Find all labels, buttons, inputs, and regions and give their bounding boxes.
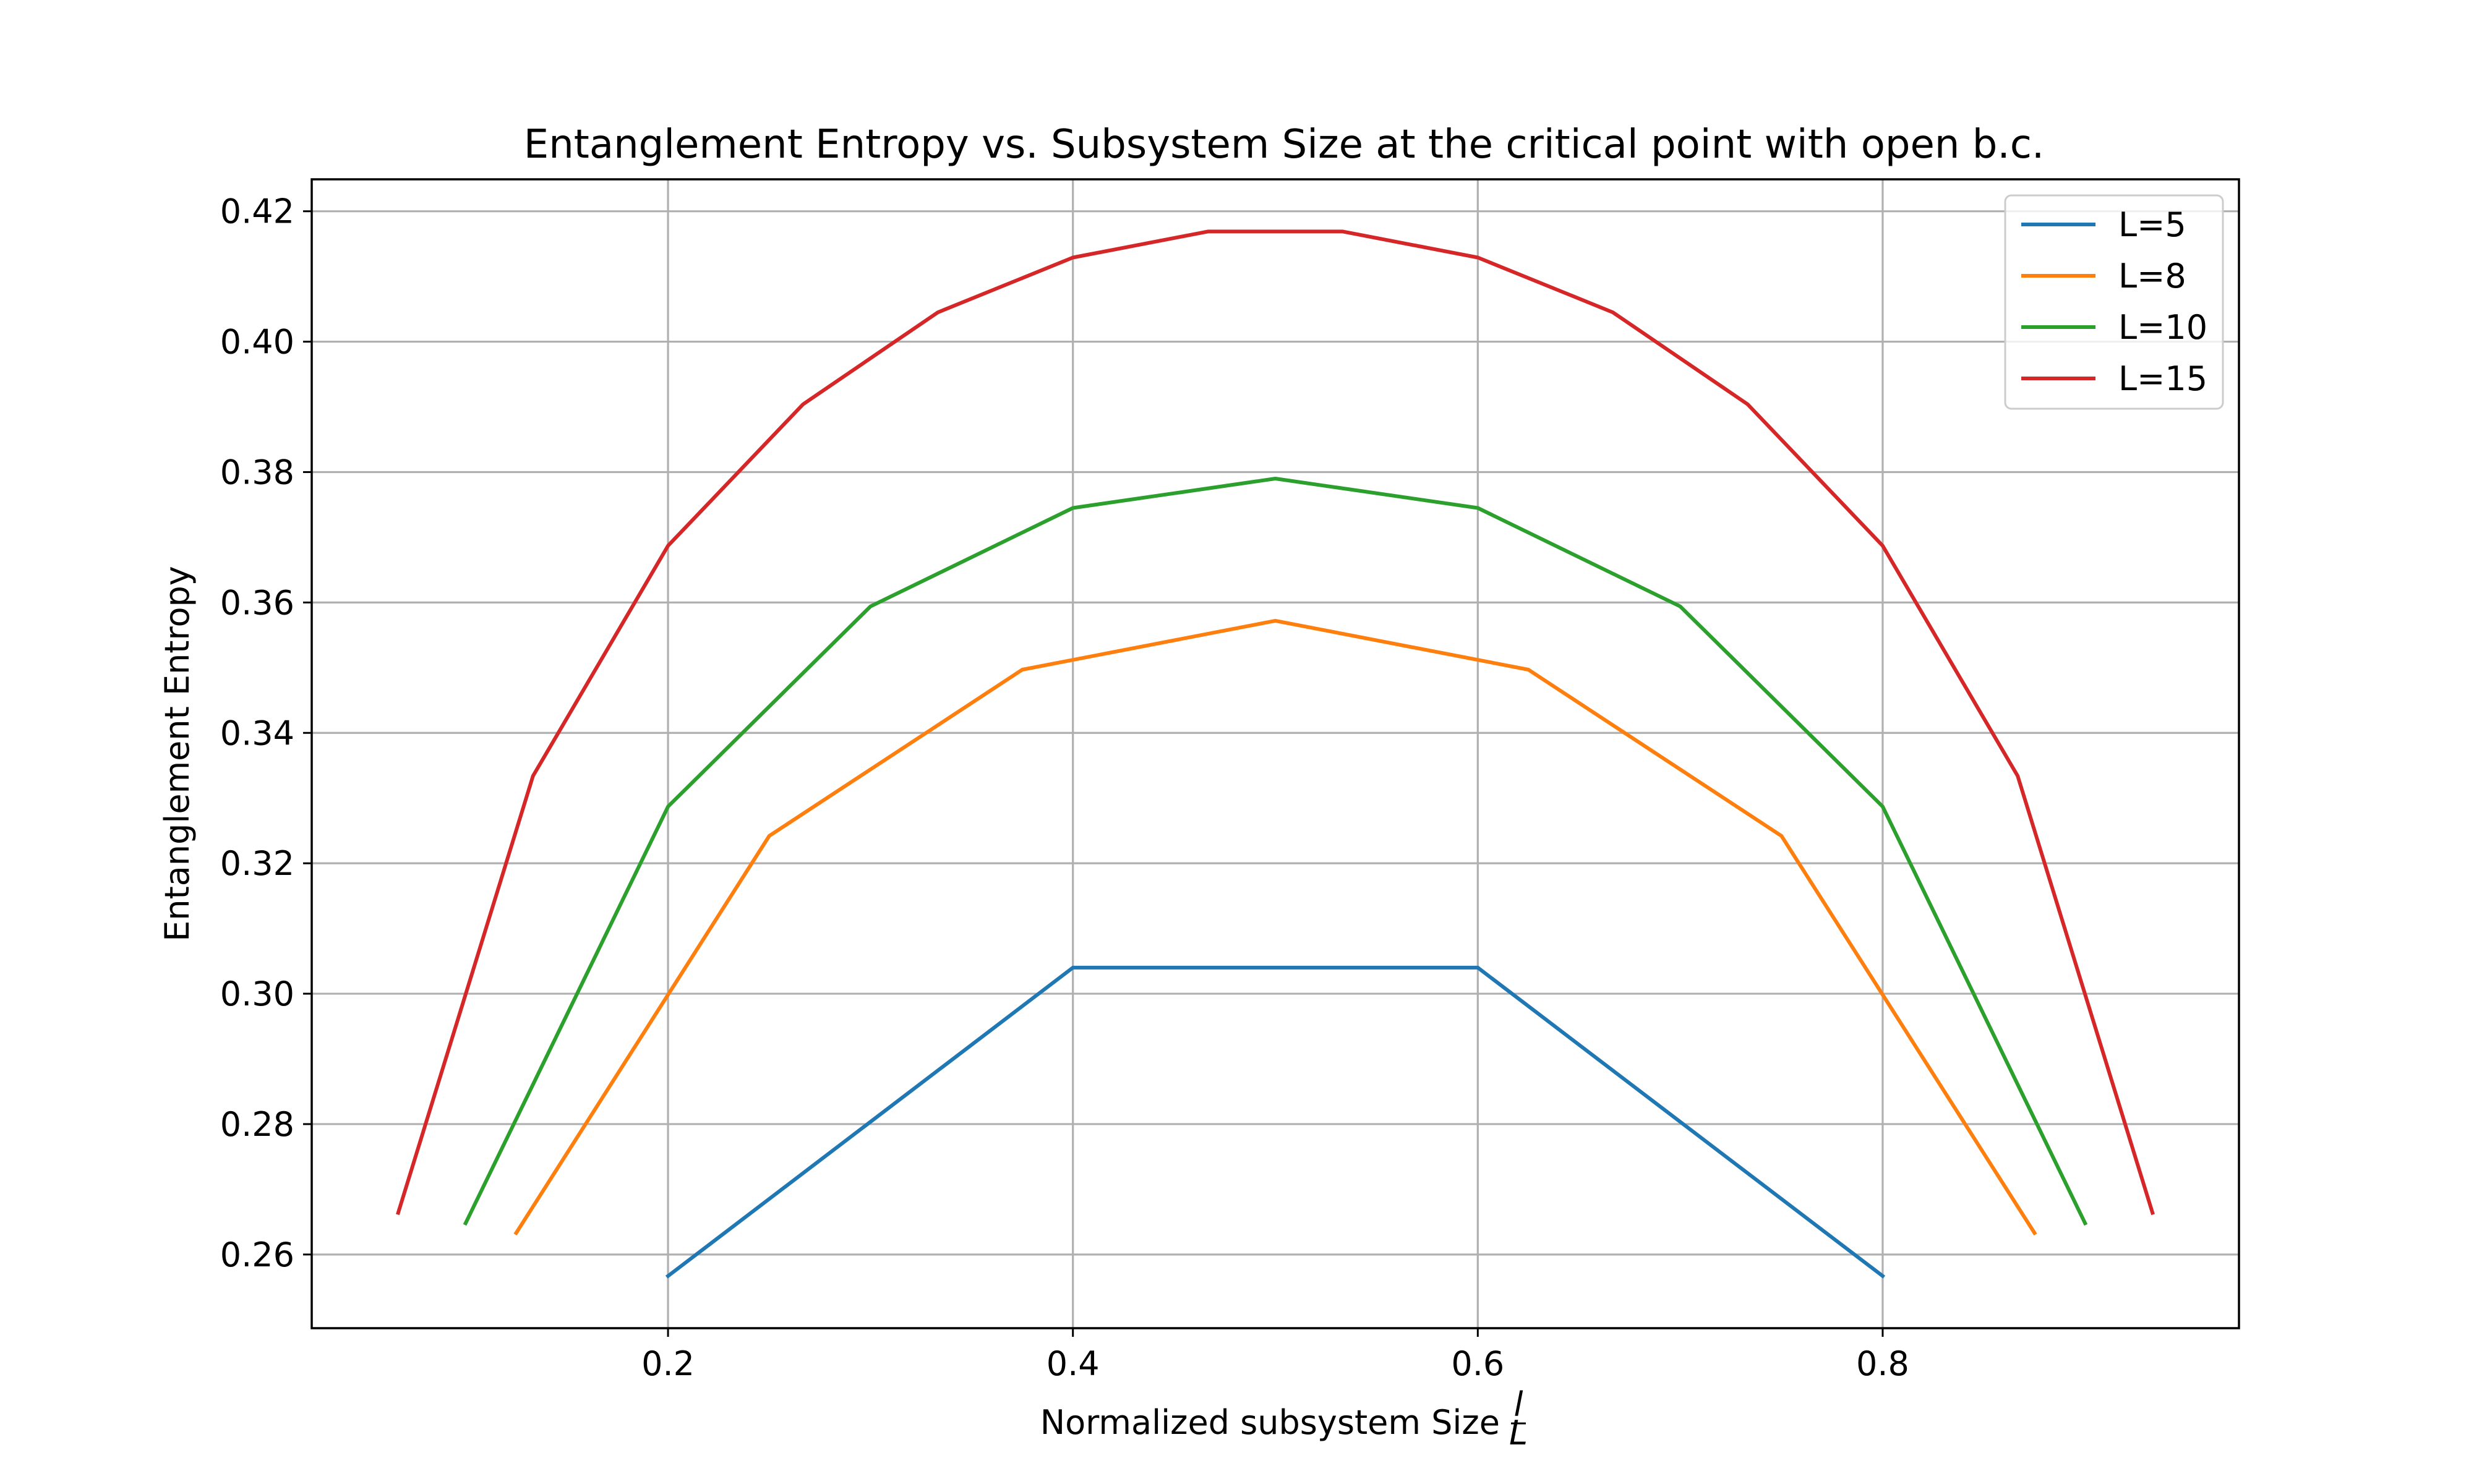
legend-label-l-15: L=15 — [2118, 359, 2207, 398]
y-tick-label: 0.40 — [220, 323, 294, 362]
y-tick-label: 0.34 — [220, 714, 294, 753]
y-axis-ticks: 0.26 0.28 0.30 0.32 0.34 0.36 0.38 0.40 0.42 — [220, 192, 312, 1274]
x-axis-label: Normalized subsystem Size l L — [1040, 1385, 1528, 1452]
legend: L=5 L=8 L=10 L=15 — [2004, 194, 2224, 410]
y-axis-label: Entanglement Entropy — [158, 566, 197, 942]
y-tick-label: 0.42 — [220, 192, 294, 231]
x-axis-label-numerator: l — [1513, 1385, 1523, 1424]
plot-area-frame — [310, 178, 2240, 1329]
x-tick-label: 0.4 — [1047, 1344, 1100, 1383]
legend-box — [2004, 194, 2224, 410]
chart-title: Entanglement Entropy vs. Subsystem Size … — [524, 122, 2045, 168]
y-tick-label: 0.32 — [220, 844, 294, 883]
x-tick-label: 0.8 — [1856, 1344, 1909, 1383]
y-tick-label: 0.38 — [220, 453, 294, 492]
series-line-l-5 — [665, 965, 1886, 1279]
legend-items: L=5 L=8 L=10 L=15 — [2021, 205, 2207, 398]
x-axis-ticks: 0.2 0.4 0.6 0.8 — [641, 1328, 1909, 1383]
series-line-l-8 — [513, 618, 2037, 1236]
x-axis-label-denominator: L — [1509, 1414, 1528, 1452]
series-line-l-10 — [463, 477, 2088, 1226]
y-tick-label: 0.30 — [220, 974, 294, 1013]
legend-label-l-10: L=10 — [2118, 308, 2207, 347]
legend-label-l-8: L=8 — [2118, 257, 2186, 296]
legend-label-l-5: L=5 — [2118, 205, 2186, 244]
x-tick-label: 0.2 — [641, 1344, 695, 1383]
y-tick-label: 0.36 — [220, 583, 294, 622]
data-series — [396, 229, 2155, 1279]
y-tick-label: 0.28 — [220, 1105, 294, 1144]
x-tick-label: 0.6 — [1451, 1344, 1504, 1383]
series-line-l-15 — [396, 229, 2155, 1216]
y-tick-label: 0.26 — [220, 1235, 294, 1274]
x-axis-label-text: Normalized subsystem Size — [1040, 1403, 1500, 1442]
